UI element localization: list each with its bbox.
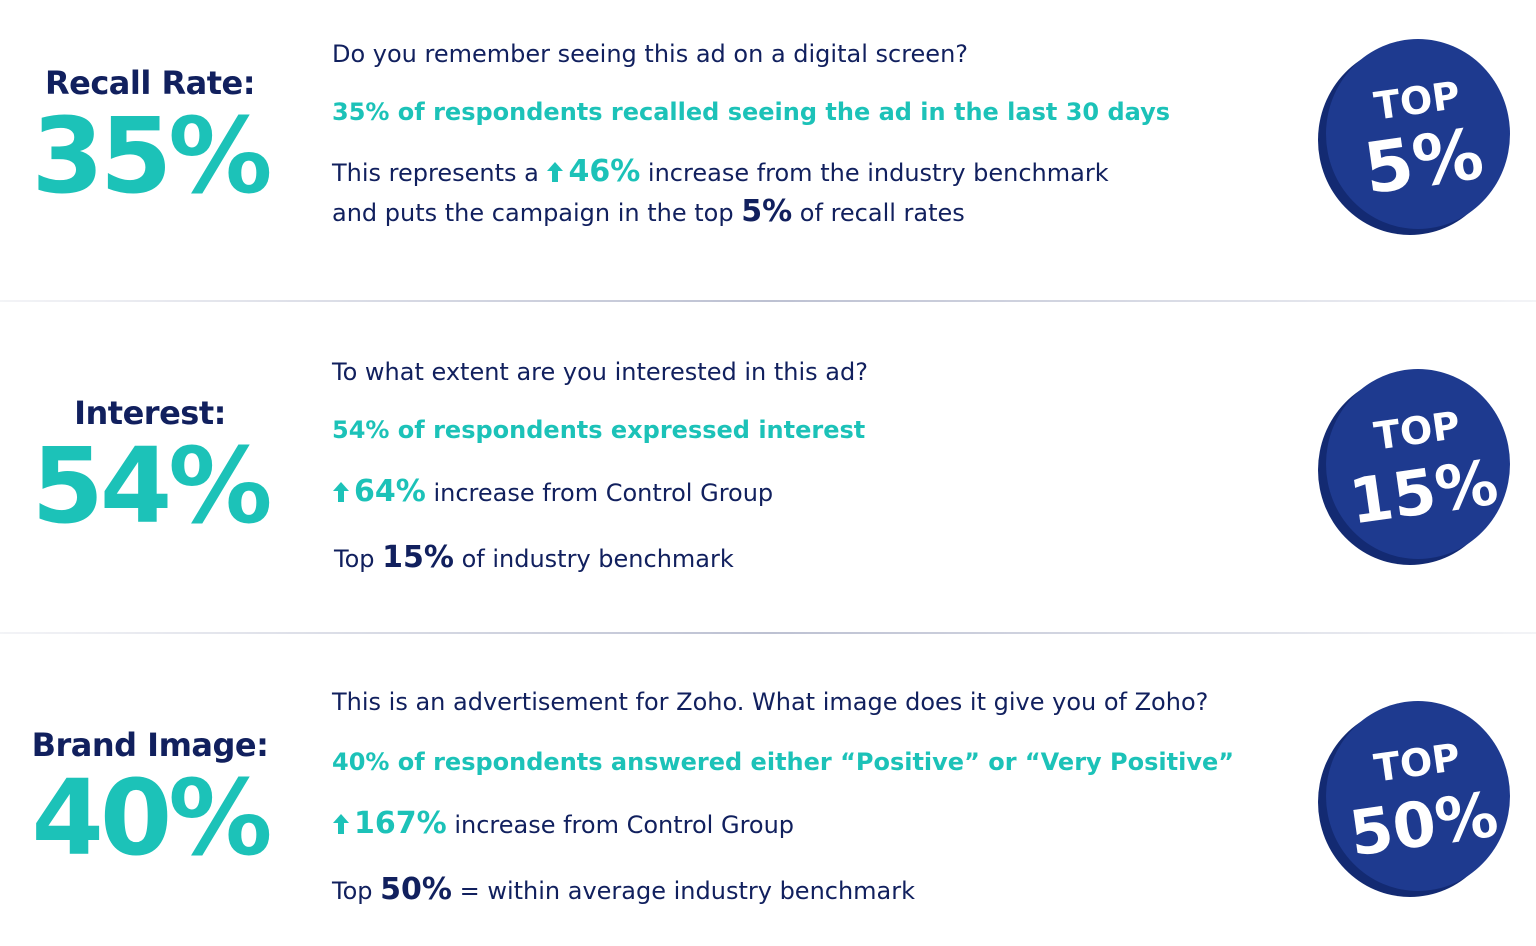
top-5-badge: TOP 5% <box>1318 36 1512 236</box>
brand-image-top-stat: 50% <box>380 872 452 907</box>
brand-image-value: 40% <box>31 757 273 879</box>
recall-rate-question: Do you remember seeing this ad on a digi… <box>332 40 969 68</box>
recall-rate-increase-stat: 46% <box>568 154 641 189</box>
brand-image-top-suffix: = within average industry benchmark <box>451 877 916 905</box>
recall-rate-value: 35% <box>31 95 273 217</box>
brand-image-question: This is an advertisement for Zoho. What … <box>332 688 1209 716</box>
recall-rate-increase-prefix: This represents a <box>332 159 547 187</box>
recall-rate-top-line: and puts the campaign in the top 5% of r… <box>332 194 965 229</box>
arrow-up-icon <box>546 161 564 189</box>
brand-image-increase-line: 167% increase from Control Group <box>332 806 794 841</box>
recall-rate-section: Recall Rate: 35% Do you remember seeing … <box>0 0 1536 300</box>
recall-rate-top-stat: 5% <box>741 194 793 229</box>
recall-rate-top-suffix: of recall rates <box>792 199 965 227</box>
interest-section: Interest: 54% To what extent are you int… <box>0 302 1536 632</box>
interest-top-prefix: Top <box>334 545 383 573</box>
recall-rate-label: Recall Rate: <box>44 64 256 102</box>
interest-value: 54% <box>31 425 273 547</box>
arrow-up-icon <box>332 813 350 841</box>
badge-value-text: 5% <box>1359 113 1488 211</box>
brand-image-top-line: Top 50% = within average industry benchm… <box>332 872 915 907</box>
interest-finding: 54% of respondents expressed interest <box>332 416 866 444</box>
arrow-up-icon <box>332 481 350 509</box>
recall-rate-increase-line: This represents a 46% increase from the … <box>332 154 1109 189</box>
brand-image-increase-suffix: increase from Control Group <box>446 811 795 839</box>
recall-rate-finding: 35% of respondents recalled seeing the a… <box>332 98 1171 126</box>
brand-image-increase-stat: 167% <box>354 806 447 841</box>
interest-increase-stat: 64% <box>354 474 426 509</box>
recall-rate-top-prefix: and puts the campaign in the top <box>332 199 742 227</box>
recall-rate-increase-suffix: increase from the industry benchmark <box>640 159 1109 187</box>
interest-metric: Interest: 54% <box>0 394 300 538</box>
interest-increase-line: 64% increase from Control Group <box>332 474 773 509</box>
interest-top-suffix: of industry benchmark <box>453 545 734 573</box>
top-50-badge: TOP 50% <box>1318 698 1512 898</box>
brand-image-metric: Brand Image: 40% <box>0 726 300 870</box>
brand-image-finding: 40% of respondents answered either “Posi… <box>332 748 1235 776</box>
brand-image-label: Brand Image: <box>31 726 269 764</box>
interest-question: To what extent are you interested in thi… <box>332 358 868 386</box>
recall-rate-metric: Recall Rate: 35% <box>0 64 300 208</box>
top-15-badge: TOP 15% <box>1318 366 1512 566</box>
section-divider <box>0 632 1536 634</box>
interest-label: Interest: <box>74 394 226 432</box>
brand-image-section: Brand Image: 40% This is an advertisemen… <box>0 634 1536 946</box>
interest-increase-suffix: increase from Control Group <box>425 479 774 507</box>
brand-image-top-prefix: Top <box>332 877 381 905</box>
section-divider <box>0 300 1536 302</box>
interest-top-stat: 15% <box>382 540 454 575</box>
interest-top-line: Top 15% of industry benchmark <box>334 540 734 575</box>
